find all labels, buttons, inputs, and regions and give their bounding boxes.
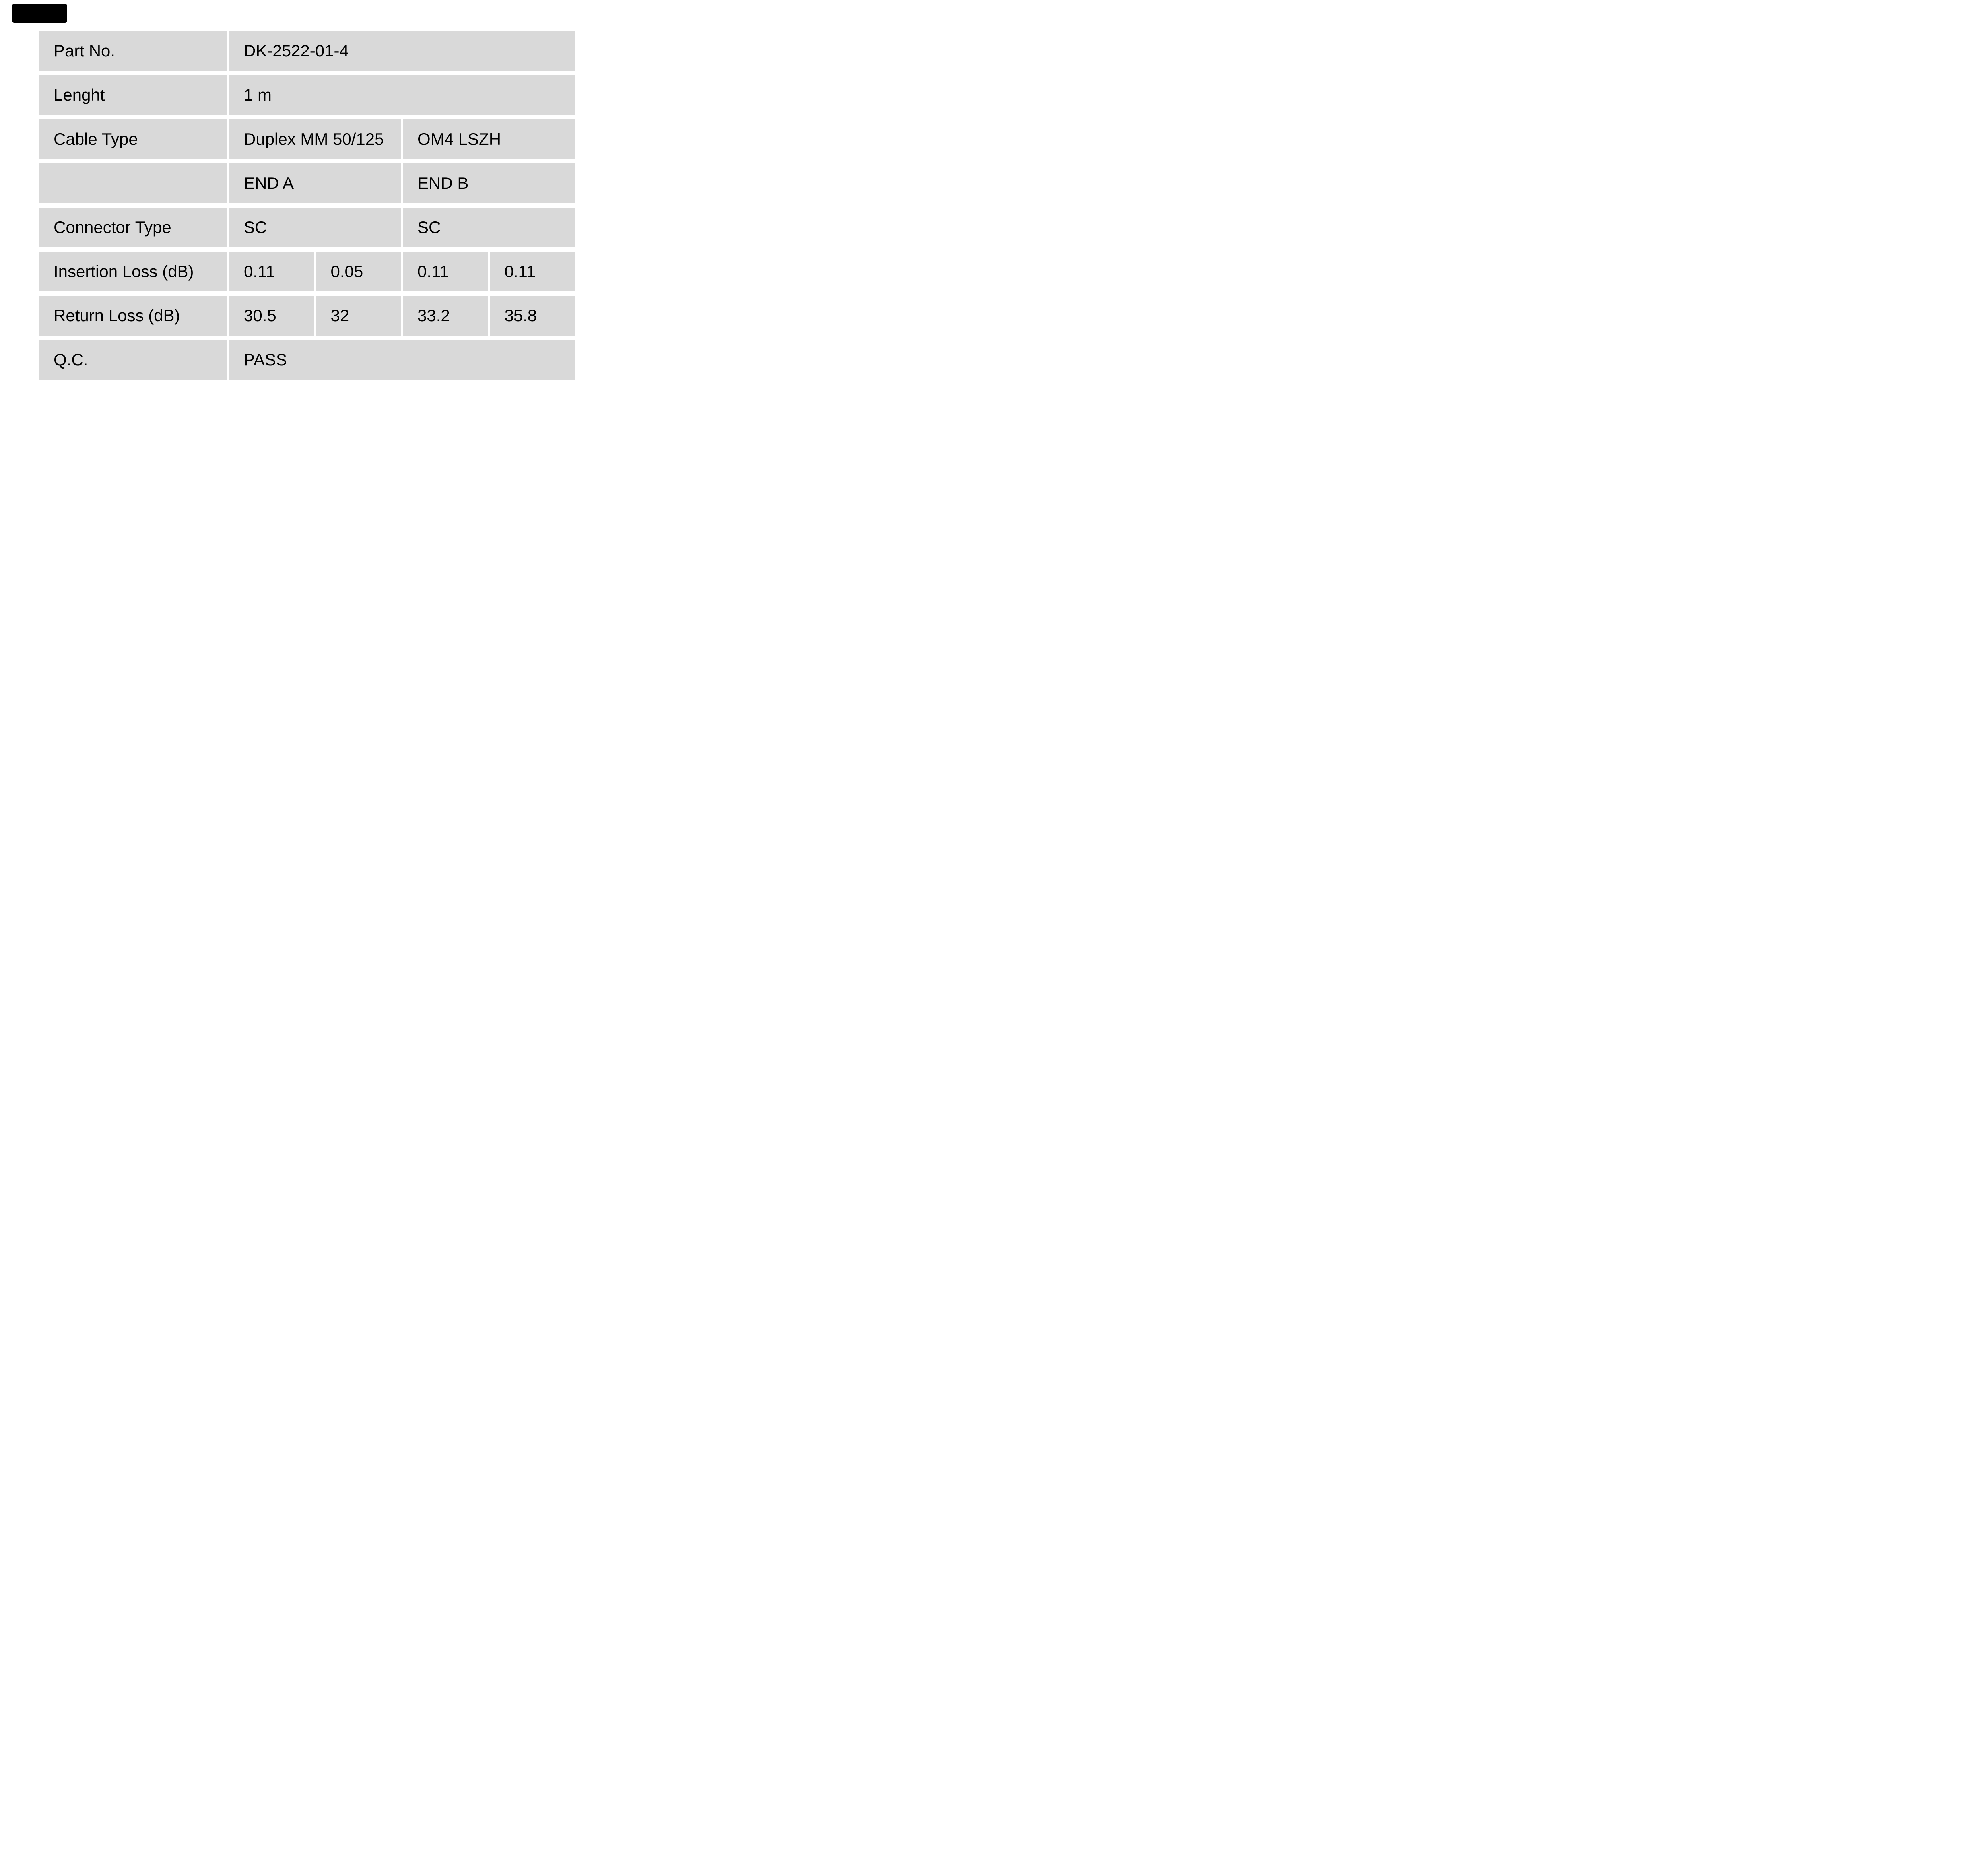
row-label-cell: Q.C. <box>39 340 227 380</box>
value-cell: 0.11 <box>403 252 488 291</box>
value-cell: DK-2522-01-4 <box>229 31 575 71</box>
value-cell: 0.11 <box>490 252 575 291</box>
table-row: Return Loss (dB) 30.5 32 33.2 35.8 <box>39 296 575 336</box>
value-cell: PASS <box>229 340 575 380</box>
table-row: END A END B <box>39 163 575 203</box>
value-cell: SC <box>403 208 575 247</box>
spec-table: Part No. DK-2522-01-4 Lenght 1 m Cable Type D… <box>39 31 575 380</box>
value-cell: 32 <box>316 296 401 336</box>
value-cell: Duplex MM 50/125 <box>229 119 401 159</box>
row-label-cell: Lenght <box>39 75 227 115</box>
row-label-cell: Part No. <box>39 31 227 71</box>
value-cell: END A <box>229 163 401 203</box>
value-cell: 30.5 <box>229 296 314 336</box>
row-label-cell: Insertion Loss (dB) <box>39 252 227 291</box>
row-label-cell: Return Loss (dB) <box>39 296 227 336</box>
table-row: Lenght 1 m <box>39 75 575 115</box>
logo-black-mark-icon <box>12 4 67 23</box>
datasheet-page: Part No. DK-2522-01-4 Lenght 1 m Cable Type D… <box>0 0 614 409</box>
value-cell: OM4 LSZH <box>403 119 575 159</box>
value-cell: END B <box>403 163 575 203</box>
value-cell: 0.05 <box>316 252 401 291</box>
value-cell: 0.11 <box>229 252 314 291</box>
value-cell: 33.2 <box>403 296 488 336</box>
value-cell: SC <box>229 208 401 247</box>
value-cell: 35.8 <box>490 296 575 336</box>
table-row: Cable Type Duplex MM 50/125 OM4 LSZH <box>39 119 575 159</box>
table-row: Q.C. PASS <box>39 340 575 380</box>
row-label-cell: Cable Type <box>39 119 227 159</box>
row-label-cell <box>39 163 227 203</box>
table-row: Connector Type SC SC <box>39 208 575 247</box>
table-row: Part No. DK-2522-01-4 <box>39 31 575 71</box>
table-row: Insertion Loss (dB) 0.11 0.05 0.11 0.11 <box>39 252 575 291</box>
row-label-cell: Connector Type <box>39 208 227 247</box>
value-cell: 1 m <box>229 75 575 115</box>
